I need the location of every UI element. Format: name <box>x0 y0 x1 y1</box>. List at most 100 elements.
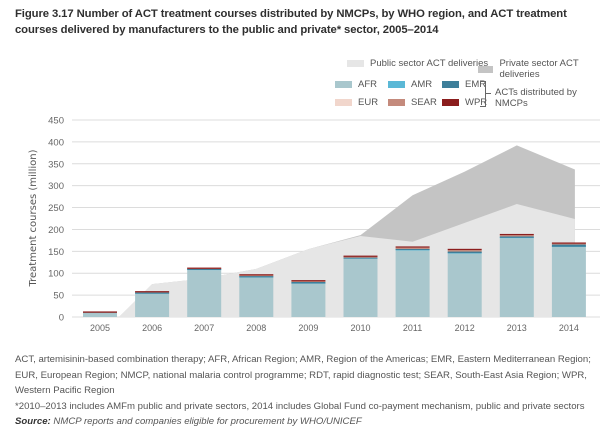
bar-segment-afr <box>343 258 378 317</box>
legend-private: Private sector ACT deliveries <box>478 58 610 80</box>
x-tick-label: 2006 <box>142 323 162 333</box>
bar-segment-emr <box>187 268 222 271</box>
legend-afr: AFR <box>335 79 377 90</box>
bar-segment-afr <box>187 270 222 317</box>
bar-segment-emr <box>551 244 586 247</box>
bar-segment-afr <box>239 277 274 317</box>
x-tick-label: 2010 <box>350 323 370 333</box>
bar-segment-sear <box>395 247 430 249</box>
bar-segment-wpr <box>447 248 482 251</box>
bar-series <box>83 233 586 317</box>
legend-sear: SEAR <box>388 97 437 108</box>
bar-segment-emr <box>499 236 534 238</box>
source-text: NMCP reports and companies eligible for … <box>50 416 362 427</box>
legend-bracket <box>480 81 486 107</box>
x-tick-label: 2012 <box>455 323 475 333</box>
bar-segment-wpr <box>187 267 222 269</box>
y-tick-label: 200 <box>48 225 64 236</box>
legend-label-sear: SEAR <box>411 97 437 108</box>
bar-segment-sear <box>499 235 534 237</box>
bar-segment-emr <box>343 257 378 259</box>
abbreviations-note: ACT, artemisinin-based combination thera… <box>15 354 591 396</box>
bar-segment-wpr <box>291 280 326 282</box>
legend-label-afr: AFR <box>358 79 377 90</box>
x-tick-label: 2014 <box>559 323 579 333</box>
bar-segment-sear <box>551 243 586 245</box>
figure-title: Figure 3.17 Number of ACT treatment cour… <box>15 8 567 36</box>
bar-segment-emr <box>291 281 326 284</box>
legend-group-label: ACTs distributed by NMCPs <box>495 87 577 109</box>
legend-label-public: Public sector ACT deliveries <box>370 58 489 69</box>
bar-segment-sear <box>343 256 378 258</box>
bar-segment-sear <box>447 250 482 252</box>
figure-notes: ACT, artemisinin-based combination thera… <box>15 352 605 430</box>
bar-segment-afr <box>291 283 326 317</box>
x-tick-label: 2008 <box>246 323 266 333</box>
x-tick-label: 2013 <box>507 323 527 333</box>
bar-stack-2014 <box>551 242 586 317</box>
bar-stack-2007 <box>187 267 222 317</box>
legend-swatch-amr <box>388 81 405 88</box>
y-axis-ticks: 0 50 100 150 200 250 300 350 400 450 <box>48 116 64 324</box>
bar-segment-emr <box>395 248 430 251</box>
legend-swatch-public <box>347 60 364 67</box>
bar-stack-2009 <box>291 280 326 317</box>
bar-stack-2011 <box>395 246 430 317</box>
source-label: Source: <box>15 416 51 427</box>
y-tick-label: 50 <box>53 291 64 302</box>
legend-swatch-sear <box>388 99 405 106</box>
bar-segment-emr <box>239 276 274 278</box>
bar-stack-2006 <box>135 291 170 317</box>
legend-swatch-wpr <box>442 99 459 106</box>
bar-stack-2012 <box>447 248 482 317</box>
legend-swatch-emr <box>442 81 459 88</box>
bar-segment-afr <box>135 293 170 317</box>
bar-segment-wpr <box>551 242 586 244</box>
bar-segment-afr <box>447 253 482 317</box>
bar-stack-2008 <box>239 274 274 317</box>
legend-label-amr: AMR <box>411 79 433 90</box>
bar-segment-wpr <box>135 291 170 293</box>
bar-segment-afr <box>83 313 117 317</box>
bar-segment-wpr <box>499 233 534 236</box>
x-tick-label: 2011 <box>403 323 422 333</box>
legend-amr: AMR <box>388 79 432 90</box>
x-tick-label: 2009 <box>298 323 318 333</box>
legend-public: Public sector ACT deliveries <box>347 58 488 69</box>
legend-swatch-private <box>478 65 494 73</box>
x-axis-ticks: 2005 2006 2007 2008 2009 2010 2011 2012 2013 2014 <box>90 323 579 333</box>
x-tick-label: 2005 <box>90 323 110 333</box>
bar-segment-emr <box>135 292 170 294</box>
legend-emr: EMR <box>442 79 486 90</box>
y-tick-label: 0 <box>59 313 64 324</box>
source-note: Source: NMCP reports and companies eligi… <box>15 414 605 430</box>
legend-label-private: Private sector ACT deliveries <box>499 58 579 80</box>
y-tick-label: 150 <box>48 247 64 258</box>
bar-segment-wpr <box>395 246 430 248</box>
bar-stack-2013 <box>499 233 534 317</box>
y-tick-label: 450 <box>48 116 64 127</box>
bar-segment-wpr <box>239 274 274 276</box>
y-tick-label: 300 <box>48 181 64 192</box>
y-tick-label: 400 <box>48 137 64 148</box>
bar-segment-sear <box>291 280 326 282</box>
legend-label-eur: EUR <box>358 97 379 108</box>
legend-swatch-eur <box>335 99 352 106</box>
bar-segment-wpr <box>343 255 378 257</box>
legend-eur: EUR <box>335 97 378 108</box>
x-tick-label: 2007 <box>194 323 214 333</box>
bar-segment-emr <box>447 251 482 254</box>
footnote: *2010–2013 includes AMFm public and priv… <box>15 400 585 412</box>
legend-label-wpr: WPR <box>465 97 488 108</box>
bar-segment-afr <box>551 246 586 317</box>
y-tick-label: 250 <box>48 203 64 214</box>
bar-segment-afr <box>499 238 534 317</box>
legend-label-emr: EMR <box>465 79 487 90</box>
legend-swatch-afr <box>335 81 352 88</box>
chart: 0 50 100 150 200 250 300 350 400 450 2005 2006 2007… <box>28 116 600 333</box>
bar-stack-2010 <box>343 255 378 317</box>
bar-segment-wpr <box>83 311 117 313</box>
y-tick-label: 100 <box>48 269 64 280</box>
y-axis-label: Treatment courses (million) <box>28 149 39 287</box>
bar-segment-afr <box>395 250 430 317</box>
